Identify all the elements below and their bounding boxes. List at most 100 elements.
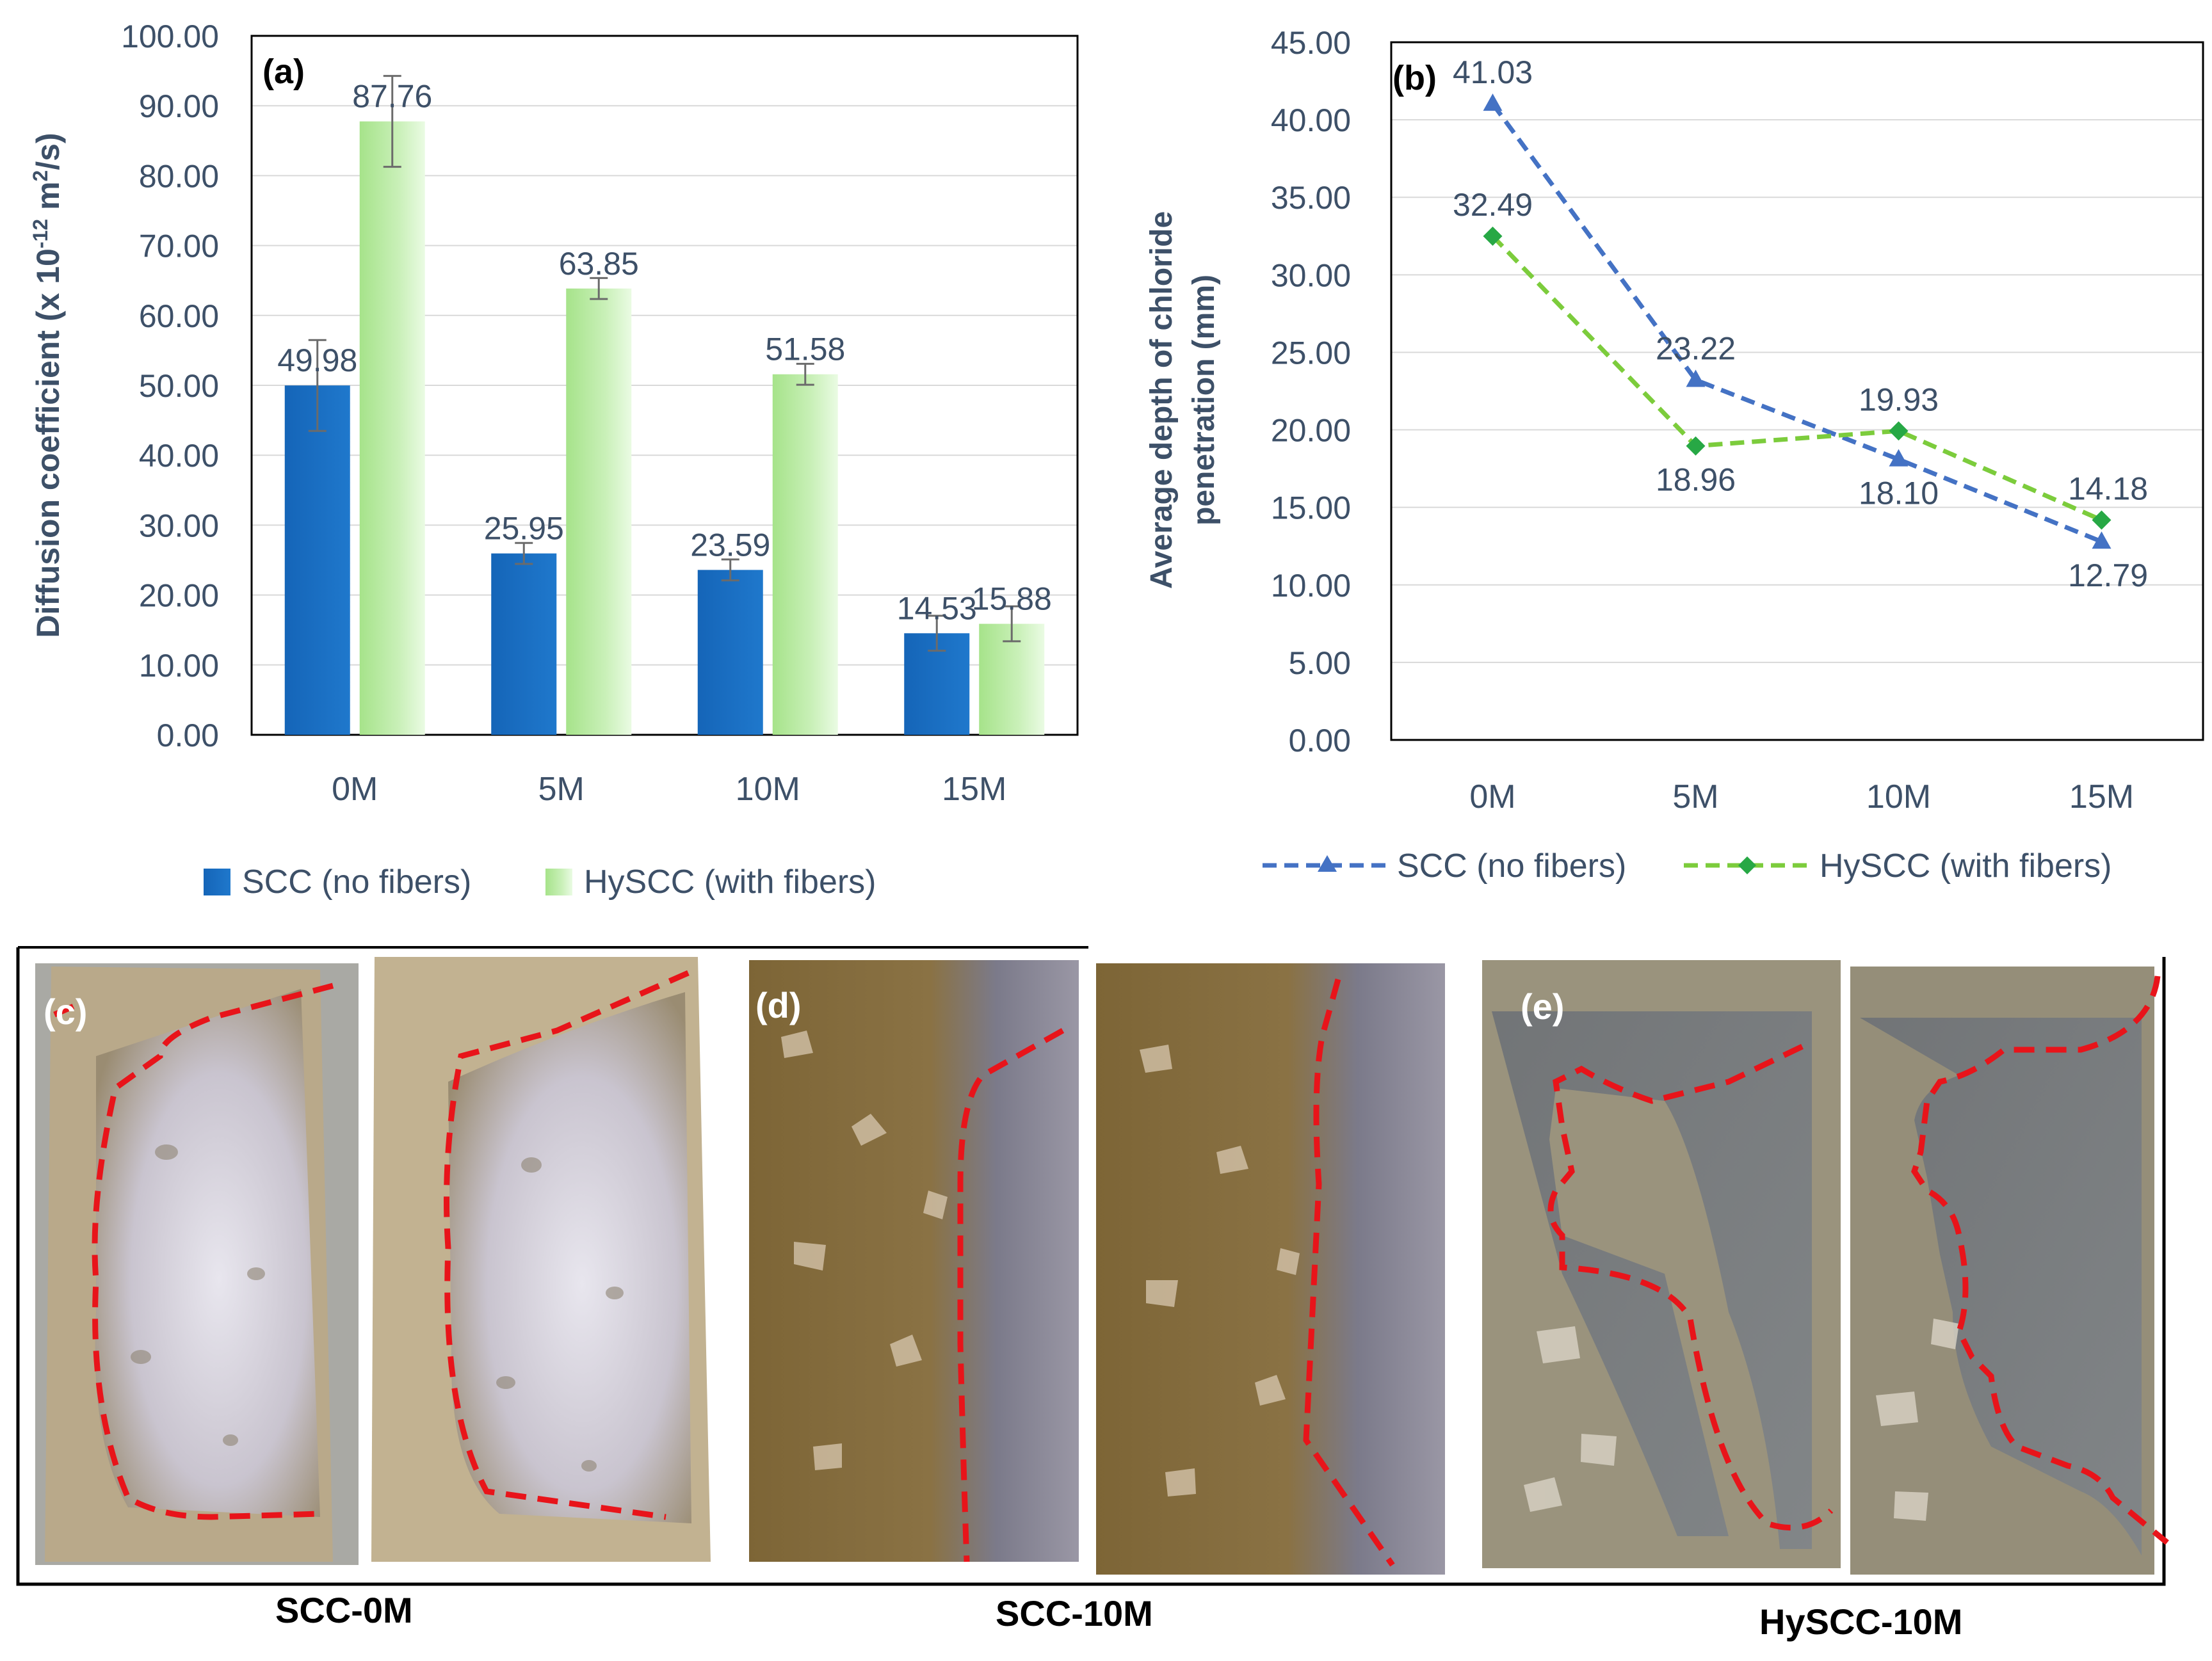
photo-d-caption: SCC-10M (996, 1593, 1153, 1633)
chart-b-legend-marker-hyscc (1738, 856, 1756, 874)
chart-a-bar-scc (284, 385, 350, 735)
chart-b-data-label-scc: 18.10 (1859, 476, 1939, 511)
chart-b-y-tick-label: 15.00 (1271, 490, 1351, 526)
chart-b-y-tick-label: 5.00 (1289, 645, 1351, 681)
chart-a-x-tick-label: 5M (538, 771, 585, 808)
chart-a-data-label-scc: 49.98 (277, 342, 357, 378)
chart-a-bar-hyscc (359, 121, 425, 735)
chart-b-y-tick-label: 20.00 (1271, 413, 1351, 449)
chart-a-legend: SCC (no fibers) HySCC (with fibers) (204, 863, 876, 901)
chart-a-y-tick-label: 30.00 (139, 508, 219, 543)
photo-scc-10m: (d) SCC-10M (749, 960, 1445, 1633)
photo-c-caption: SCC-0M (275, 1590, 413, 1630)
chart-b-data-label-hyscc: 32.49 (1453, 187, 1533, 223)
chart-b-series: 41.03 23.22 18.10 12.79 32.49 18.96 19.93 14.18 (1453, 54, 2148, 593)
chart-b-data-label-hyscc: 19.93 (1859, 381, 1939, 417)
chart-b-x-tick-label: 15M (2069, 778, 2134, 815)
chart-b-legend-marker-scc (1318, 855, 1337, 872)
chart-b-y-ticks: 0.00 5.00 10.00 15.00 20.00 25.00 30.00 35.00 40… (1271, 25, 1351, 758)
chart-a-y-tick-label: 100.00 (121, 19, 219, 54)
chart-b-y-tick-label: 30.00 (1271, 257, 1351, 293)
chart-b-marker-scc (1483, 93, 1503, 111)
chart-a-y-tick-label: 10.00 (139, 648, 219, 684)
photo-e-tag: (e) (1521, 986, 1564, 1027)
boundary-d-right (1303, 978, 1395, 1567)
chart-a-y-tick-label: 0.00 (157, 718, 219, 753)
chart-a-legend-swatch-scc (204, 869, 230, 895)
chart-a-data-label-scc: 23.59 (690, 527, 770, 563)
chart-a-data-label-scc: 25.95 (484, 511, 564, 547)
chart-a-legend-label-hyscc: HySCC (with fibers) (584, 863, 876, 901)
chart-b-marker-hyscc (1686, 436, 1706, 456)
chart-b-y-tick-label: 0.00 (1289, 723, 1351, 758)
chart-a-y-tick-label: 90.00 (139, 88, 219, 124)
chart-b-legend-label-hyscc: HySCC (with fibers) (1820, 847, 2112, 885)
chart-a-bar-scc (697, 570, 763, 735)
chart-b-data-label-hyscc: 18.96 (1656, 462, 1736, 498)
chart-a-bar-scc (491, 553, 557, 735)
boundary-d-left (957, 1028, 1065, 1562)
chart-a-y-tick-label: 60.00 (139, 298, 219, 334)
chart-a-y-ticks: 0.00 10.00 20.00 30.00 40.00 50.00 60.00 70.00 8… (121, 19, 219, 753)
chart-b-x-tick-label: 5M (1672, 778, 1718, 815)
chart-b-x-ticks: 0M 5M 10M 15M (1469, 778, 2134, 815)
chart-b-line-scc (1490, 102, 2103, 544)
specimen-c-right-penetration-zone (448, 992, 691, 1523)
chart-a-y-tick-label: 80.00 (139, 158, 219, 194)
chart-b-marker-hyscc (1889, 421, 1909, 441)
chart-b-plot-frame (1390, 41, 2204, 741)
chart-a-bar-hyscc (566, 288, 632, 735)
chart-a-data-label-hyscc: 51.58 (765, 332, 845, 367)
chart-b-y-tick-label: 25.00 (1271, 335, 1351, 371)
specimen-e-right-penetration-zone (1860, 1018, 2142, 1555)
photo-frame (16, 947, 2166, 1586)
chart-b-y-tick-label: 45.00 (1271, 25, 1351, 61)
chart-b-legend: SCC (no fibers) HySCC (with fibers) (1263, 847, 2112, 885)
chart-a-y-tick-label: 40.00 (139, 438, 219, 474)
boundary-e-right (1911, 975, 2169, 1545)
specimen-e-aggregates (1524, 1319, 1959, 1521)
chart-b-y-axis-label: Average depth of chloride penetration (mm… (1145, 211, 1221, 589)
specimen-c-left-penetration-zone (95, 989, 321, 1517)
chart-a-x-tick-label: 15M (942, 771, 1006, 808)
chart-b-x-tick-label: 10M (1866, 778, 1931, 815)
chart-b-marker-scc (1686, 369, 1706, 387)
boundary-c-left (53, 983, 334, 1520)
chart-b-marker-scc (2092, 531, 2111, 549)
chart-b-x-tick-label: 0M (1469, 778, 1515, 815)
photo-c-tag: (c) (44, 991, 87, 1032)
chart-a-x-tick-label: 10M (736, 771, 800, 808)
chart-b-legend-label-scc: SCC (no fibers) (1397, 847, 1626, 885)
chart-b-data-label-scc: 12.79 (2068, 558, 2148, 593)
specimen-d-aggregates (781, 1031, 1300, 1497)
chart-a-y-axis-label: Diffusion coefficient (x 10-12 m2/s) (29, 132, 66, 638)
chart-a-y-tick-label: 70.00 (139, 229, 219, 264)
chart-a-legend-swatch-hyscc (545, 869, 572, 895)
chart-b-marker-hyscc (1483, 227, 1503, 246)
chart-a-data-label-hyscc: 87.76 (352, 79, 432, 115)
chart-a-bar-hyscc (772, 374, 838, 735)
chart-b-data-label-hyscc: 14.18 (2068, 471, 2148, 507)
boundary-e-left (1547, 1043, 1834, 1531)
chart-b: 0.00 5.00 10.00 15.00 20.00 25.00 30.00 35.00 40… (1145, 25, 2204, 885)
chart-a-x-ticks: 0M 5M 10M 15M (332, 771, 1006, 808)
chart-a-data-label-hyscc: 15.88 (972, 581, 1052, 617)
photo-d-tag: (d) (755, 985, 802, 1025)
chart-a-bar-hyscc (979, 623, 1045, 735)
chart-a-y-tick-label: 20.00 (139, 578, 219, 614)
photo-scc-0m: (c) SCC-0M (35, 957, 711, 1630)
chart-b-data-label-scc: 23.22 (1656, 331, 1736, 367)
chart-b-y-tick-label: 10.00 (1271, 568, 1351, 604)
chart-a-data-label-scc: 14.53 (897, 590, 977, 626)
specimen-e-left-penetration-zone (1492, 1011, 1812, 1549)
chart-a-y-tick-label: 50.00 (139, 368, 219, 404)
chart-b-line-hyscc (1490, 234, 2103, 522)
chart-a-x-tick-label: 0M (332, 771, 378, 808)
chart-a-plot-frame (250, 35, 1079, 736)
chart-b-marker-hyscc (2092, 510, 2111, 530)
chart-a: 0.00 10.00 20.00 30.00 40.00 50.00 60.00 70.00 8… (29, 19, 1079, 901)
boundary-c-right (444, 970, 690, 1520)
chart-b-marker-scc (1889, 449, 1909, 467)
photo-panels: (c) SCC-0M (d) SCC-10M (16, 946, 2169, 1642)
